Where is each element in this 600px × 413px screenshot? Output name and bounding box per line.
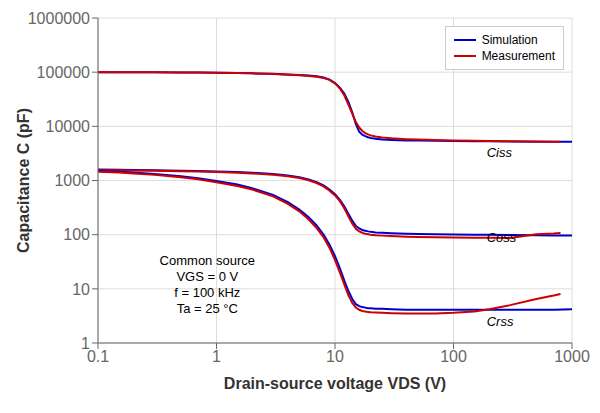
- svg-text:Capacitance C (pF): Capacitance C (pF): [15, 108, 32, 253]
- html-text:VGS = 0 V: VGS = 0 V: [176, 269, 239, 284]
- html-text:Simulation: Simulation: [481, 33, 538, 47]
- svg-text:1: 1: [81, 335, 90, 352]
- svg-text:1000: 1000: [554, 348, 590, 365]
- svg-text:0.1: 0.1: [87, 348, 109, 365]
- html-text:Ta = 25 °C: Ta = 25 °C: [176, 301, 238, 316]
- svg-text:100: 100: [440, 348, 467, 365]
- html-text:f = 100 kHz: f = 100 kHz: [174, 285, 241, 300]
- svg-text:10: 10: [326, 348, 344, 365]
- html-text:Coss: Coss: [486, 229, 517, 245]
- html-text:Measurement: Measurement: [481, 49, 555, 63]
- svg-text:100: 100: [63, 226, 90, 243]
- html-text:Crss: Crss: [486, 314, 514, 329]
- html-text:Common source: Common source: [159, 253, 255, 268]
- svg-text:10: 10: [72, 281, 90, 298]
- svg-text:Drain-source voltage VDS (V): Drain-source voltage VDS (V): [224, 375, 446, 392]
- html-text:Ciss: Ciss: [486, 145, 512, 160]
- svg-text:10000: 10000: [46, 118, 91, 135]
- svg-text:100000: 100000: [37, 64, 90, 81]
- svg-text:1: 1: [212, 348, 221, 365]
- svg-text:1000000: 1000000: [28, 10, 90, 27]
- svg-text:1000: 1000: [54, 172, 90, 189]
